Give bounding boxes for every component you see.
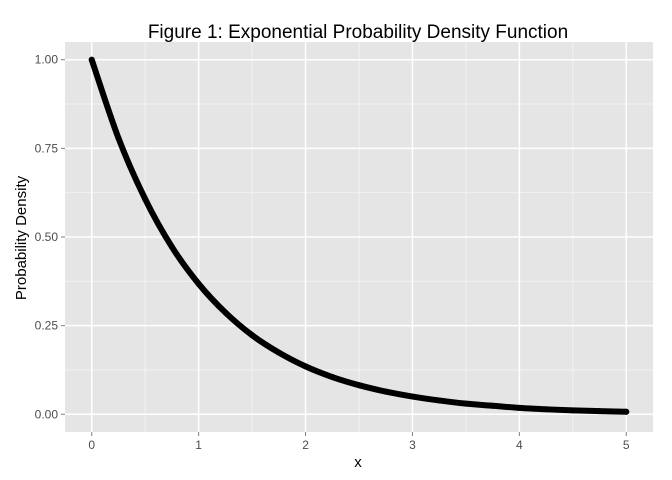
y-tick-label: 0.50 [35,230,59,244]
y-axis-ticks: 0.00 0.25 0.50 0.75 1.00 [35,53,65,421]
data-point [302,363,309,370]
data-point [142,196,149,203]
y-tick-label: 1.00 [35,53,59,67]
chart-title: Figure 1: Exponential Probability Densit… [148,22,568,43]
data-point [516,404,523,411]
data-point [569,407,576,414]
data-point [462,400,469,407]
data-point [436,397,443,404]
y-tick-label: 0.00 [35,407,59,421]
data-point [195,280,202,287]
data-point [329,374,336,381]
x-tick-label: 0 [88,438,95,452]
data-point [249,332,256,339]
x-tick-label: 1 [195,438,202,452]
y-axis-label: Probability Density [13,175,30,300]
data-point [596,408,603,415]
grid-major [65,42,653,432]
data-point [409,393,416,400]
data-point [115,135,122,142]
y-tick-label: 0.25 [35,319,59,333]
series-layer [88,56,630,415]
data-point [623,408,630,415]
x-tick-label: 3 [409,438,416,452]
data-point [222,309,229,316]
x-tick-label: 4 [516,438,523,452]
x-axis-ticks: 0 1 2 3 4 5 [88,432,630,452]
data-point [543,406,550,413]
x-axis-label: x [354,454,362,471]
data-point [275,349,282,356]
x-tick-label: 5 [623,438,630,452]
x-tick-label: 2 [302,438,309,452]
data-point [489,402,496,409]
data-point [168,243,175,250]
data-point [356,382,362,389]
y-tick-label: 0.75 [35,141,59,155]
data-point [382,388,389,395]
data-point [88,56,95,63]
